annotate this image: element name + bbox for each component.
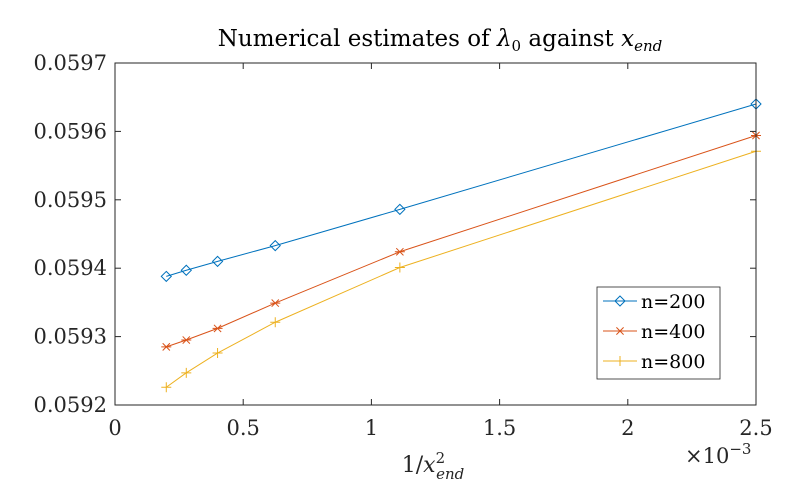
legend-marker-1 (614, 295, 626, 307)
x-axis-label-part-1: 1/ (402, 453, 424, 478)
title-x-subscript: end (634, 37, 662, 55)
legend: n=200 n=400 n=800 (596, 286, 721, 380)
series-1-point-2 (180, 264, 192, 276)
series-2-point-1-shape (161, 342, 172, 351)
x-axis-label-x: x (423, 453, 436, 478)
series-layer (160, 98, 762, 393)
series-3-point-5 (394, 262, 405, 273)
series-3-point-1-shape (161, 382, 172, 393)
series-1-point-1-shape (160, 270, 172, 283)
x-tick-label-5: 2 (621, 416, 634, 440)
legend-label-3: n=800 (641, 351, 705, 373)
series-2-point-2 (181, 336, 192, 344)
title-x: x (621, 26, 634, 52)
series-3 (161, 146, 761, 393)
series-2-point-5-shape (394, 247, 405, 256)
legend-marker-3-shape (615, 356, 625, 366)
series-1-point-4-shape (269, 239, 281, 252)
series-1-point-2-shape (180, 264, 192, 276)
legend-item-3: n=800 (603, 351, 705, 373)
x-tick-label-3: 1 (365, 416, 378, 440)
title-lambda-subscript: 0 (512, 37, 522, 55)
x-tick-label-1: 0 (108, 416, 121, 440)
y-tick-label-4: 0.0595 (34, 188, 107, 212)
series-3-point-3-shape (212, 348, 223, 359)
series-1-point-3 (211, 255, 224, 268)
y-tick-label-1: 0.0592 (34, 393, 107, 417)
legend-item-1: n=200 (603, 291, 705, 313)
x-axis-label-superscript: 2 (436, 449, 446, 467)
x-axis-label: 1/x2 end (402, 449, 465, 483)
y-tick-label-3: 0.0594 (34, 256, 107, 280)
series-3-point-4-shape (270, 317, 281, 328)
x-axis-label-subscript: end (436, 465, 464, 483)
y-tick-label-2: 0.0593 (34, 325, 107, 349)
series-1-point-4 (269, 239, 281, 252)
legend-marker-2 (615, 327, 625, 335)
x-axis-exponent-base: ×10 (685, 444, 729, 468)
title-lambda: λ (496, 26, 512, 52)
legend-item-2: n=400 (603, 321, 705, 343)
series-1-point-1 (160, 270, 172, 283)
y-tick-label-5: 0.0596 (34, 119, 107, 143)
x-axis-exponent-power: −3 (729, 440, 751, 458)
title-text-1: Numerical estimates of (218, 26, 497, 52)
x-tick-label-2: 0.5 (226, 416, 259, 440)
series-3-point-4 (270, 317, 281, 328)
series-2-point-4-shape (270, 299, 281, 308)
title-text-2: against (521, 26, 621, 52)
legend-marker-1-shape (614, 295, 626, 307)
series-3-point-1 (161, 382, 172, 393)
series-3-point-3 (212, 348, 223, 359)
x-tick-label-4: 1.5 (483, 416, 516, 440)
series-2-point-2-shape (181, 336, 192, 344)
series-2-line (166, 135, 757, 348)
legend-marker-2-shape (615, 327, 625, 335)
series-2-point-3 (212, 324, 223, 333)
series-3-point-2-shape (181, 367, 192, 378)
x-axis-exponent: ×10−3 (685, 440, 751, 468)
series-1-point-5-shape (394, 203, 406, 216)
series-2-point-1 (161, 342, 172, 351)
series-2-point-4 (270, 299, 281, 308)
series-3-point-5-shape (394, 262, 405, 273)
legend-label-2: n=400 (641, 321, 705, 343)
series-2-point-3-shape (212, 324, 223, 333)
ticks-layer: 0 0.5 1 1.5 2 2.5 0.0592 0.0593 0.0594 0.0595 0.05… (34, 51, 773, 440)
y-tick-label-6: 0.0597 (34, 51, 107, 75)
series-2-point-5 (394, 247, 405, 256)
series-2 (161, 131, 761, 351)
x-tick-label-6: 2.5 (739, 416, 772, 440)
series-1 (160, 98, 762, 283)
legend-items: n=200 n=400 n=800 (603, 291, 705, 373)
series-3-line (165, 150, 757, 388)
series-1-point-3-shape (211, 255, 224, 268)
series-3-point-2 (181, 367, 192, 378)
legend-label-1: n=200 (641, 291, 705, 313)
legend-marker-3 (615, 356, 625, 366)
axes-box (114, 62, 757, 406)
series-1-point-5 (394, 203, 406, 216)
chart-title: Numerical estimates of λ0 against xend (218, 26, 662, 55)
